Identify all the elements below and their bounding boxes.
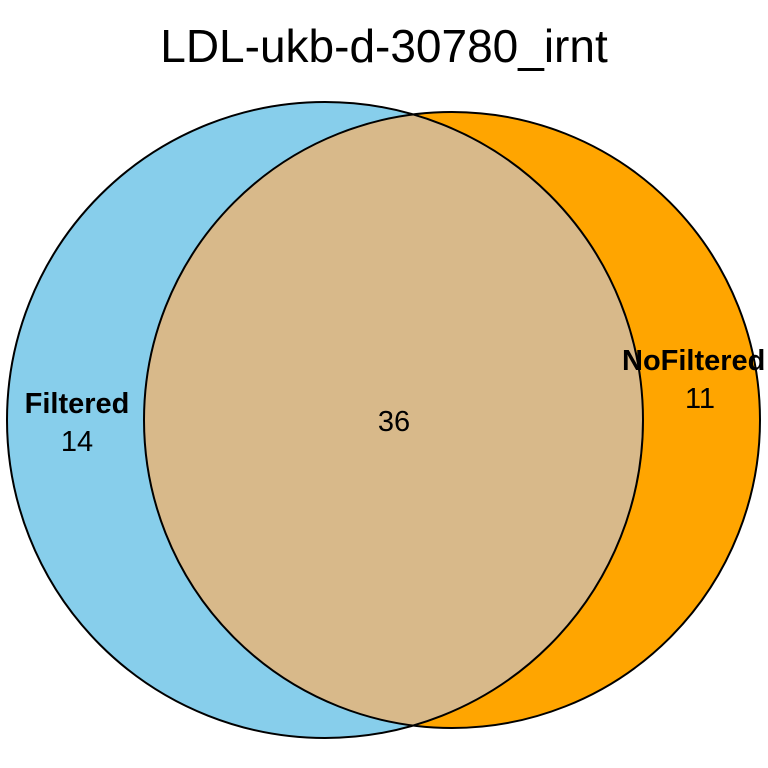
- set-a-only-count: 14: [61, 426, 93, 458]
- set-b-label: NoFiltered: [622, 345, 765, 377]
- set-a-label: Filtered: [25, 388, 130, 420]
- intersection-count: 36: [378, 406, 410, 438]
- set-a-outline: [6, 101, 644, 739]
- diagram-title: LDL-ukb-d-30780_irnt: [160, 20, 608, 72]
- set-b-only-count: 11: [685, 383, 715, 415]
- set-b-outline: [143, 111, 761, 729]
